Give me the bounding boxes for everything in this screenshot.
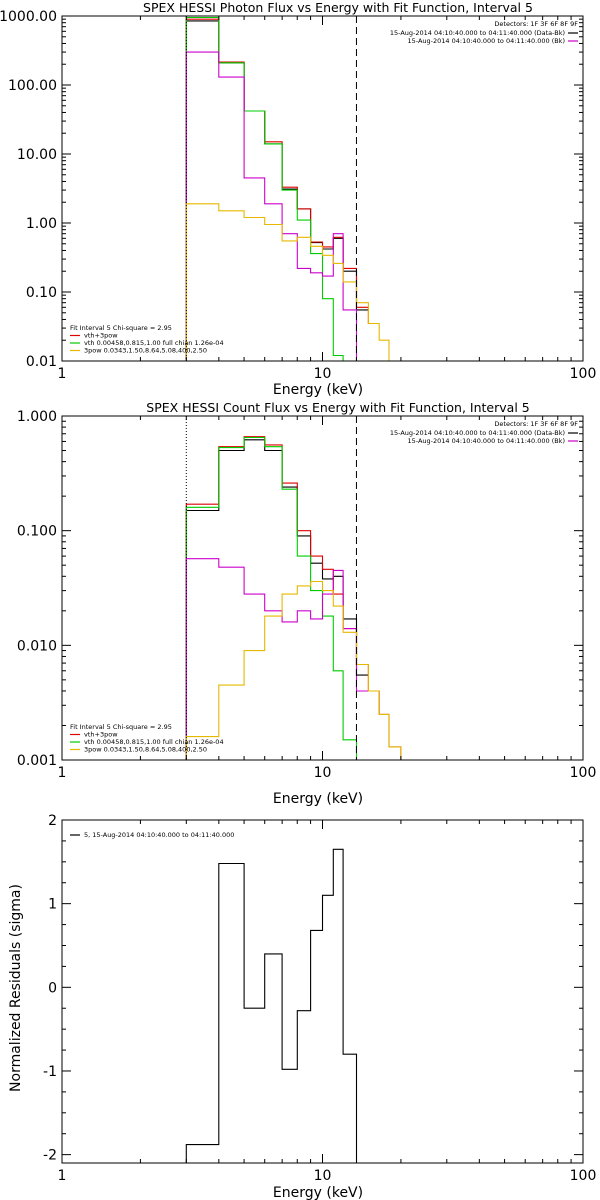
photon-flux-title: SPEX HESSI Photon Flux vs Energy with Fi… — [143, 0, 533, 15]
ytick-label: 0.100 — [17, 524, 57, 540]
series-3-line — [185, 558, 369, 760]
ytick-label: 2 — [48, 813, 57, 829]
legend-right-entry: 15-Aug-2014 04:10:40.000 to 04:11:40.000… — [408, 37, 565, 45]
series-4-line — [185, 203, 390, 361]
series-0-line — [185, 439, 369, 760]
xtick-label: 100 — [570, 1168, 597, 1184]
legend-left-entry: vth 0.00458,0.815,1.00 full chian 1.26e-… — [84, 339, 224, 347]
xtick-label: 10 — [314, 765, 332, 781]
series-1-line — [185, 18, 380, 361]
legend-left-entry: 3pow 0.0343,1.50,8.64,5.08,400,2.50 — [84, 746, 207, 754]
series-0-line — [185, 848, 358, 1163]
photon-flux-xlabel: Energy (keV) — [273, 382, 363, 398]
legend-left-entry: vth 0.00458,0.815,1.00 full chian 1.26e-… — [84, 738, 224, 746]
ytick-label: 0.010 — [17, 638, 57, 654]
series-3-line — [185, 51, 358, 361]
ytick-label: 1.00 — [26, 216, 57, 232]
plot-frame — [61, 15, 584, 362]
series-4-line — [185, 580, 402, 760]
residuals-panel: Energy (keV) Normalized Residuals (sigma… — [8, 813, 596, 1200]
legend-left-entry: vth+3pow — [84, 332, 118, 340]
legend-right-entry: 15-Aug-2014 04:10:40.000 to 04:11:40.000… — [390, 429, 565, 437]
xtick-label: 1 — [58, 765, 67, 781]
legend-left-entry: 5, 15-Aug-2014 04:10:40.000 to 04:11:40.… — [84, 831, 234, 839]
series-0-line — [185, 20, 369, 361]
plot-frame — [61, 819, 584, 1164]
photon-flux-panel: SPEX HESSI Photon Flux vs Energy with Fi… — [0, 0, 596, 398]
legend-right-entry: 15-Aug-2014 04:10:40.000 to 04:11:40.000… — [390, 29, 565, 37]
series-group — [185, 16, 390, 361]
series-2-line — [185, 16, 344, 361]
xtick-label: 10 — [314, 366, 332, 382]
legend-right-header: Detectors: 1F 3F 6F 8F 9F — [494, 420, 578, 428]
count-flux-panel: SPEX HESSI Count Flux vs Energy with Fit… — [17, 400, 596, 807]
ytick-label: -1 — [43, 1064, 57, 1080]
count-flux-title: SPEX HESSI Count Flux vs Energy with Fit… — [146, 400, 529, 415]
ytick-label: 1.000 — [17, 409, 57, 425]
xtick-label: 100 — [570, 366, 597, 382]
legend-left-entry: 3pow 0.0343,1.50,8.64,5.08,400,2.50 — [84, 347, 207, 355]
ytick-label: 1 — [48, 897, 57, 913]
legend-left-header: Fit Interval 5 Chi-square = 2.95 — [70, 723, 172, 731]
xtick-label: 10 — [314, 1168, 332, 1184]
ytick-label: 0.01 — [26, 354, 57, 370]
legend-right-entry: 15-Aug-2014 04:10:40.000 to 04:11:40.000… — [408, 437, 565, 445]
ytick-label: 0 — [48, 980, 57, 996]
ytick-label: -2 — [43, 1148, 57, 1164]
series-group — [185, 848, 358, 1163]
ytick-label: 1000.00 — [0, 9, 57, 25]
ytick-label: 0.001 — [17, 753, 57, 769]
ytick-label: 10.00 — [17, 147, 57, 163]
xtick-label: 1 — [58, 1168, 67, 1184]
xtick-label: 1 — [58, 366, 67, 382]
residuals-ylabel: Normalized Residuals (sigma) — [8, 884, 24, 1092]
count-flux-xlabel: Energy (keV) — [273, 791, 363, 807]
residuals-xlabel: Energy (keV) — [273, 1185, 363, 1200]
legend-left-header: Fit Interval 5 Chi-square = 2.95 — [70, 324, 172, 332]
series-group — [185, 436, 402, 760]
ytick-label: 0.10 — [26, 285, 57, 301]
legend-right-header: Detectors: 1F 3F 6F 8F 9F — [494, 20, 578, 28]
legend-left-entry: vth+3pow — [84, 731, 118, 739]
xtick-label: 100 — [570, 765, 597, 781]
ytick-label: 100.00 — [8, 78, 57, 94]
